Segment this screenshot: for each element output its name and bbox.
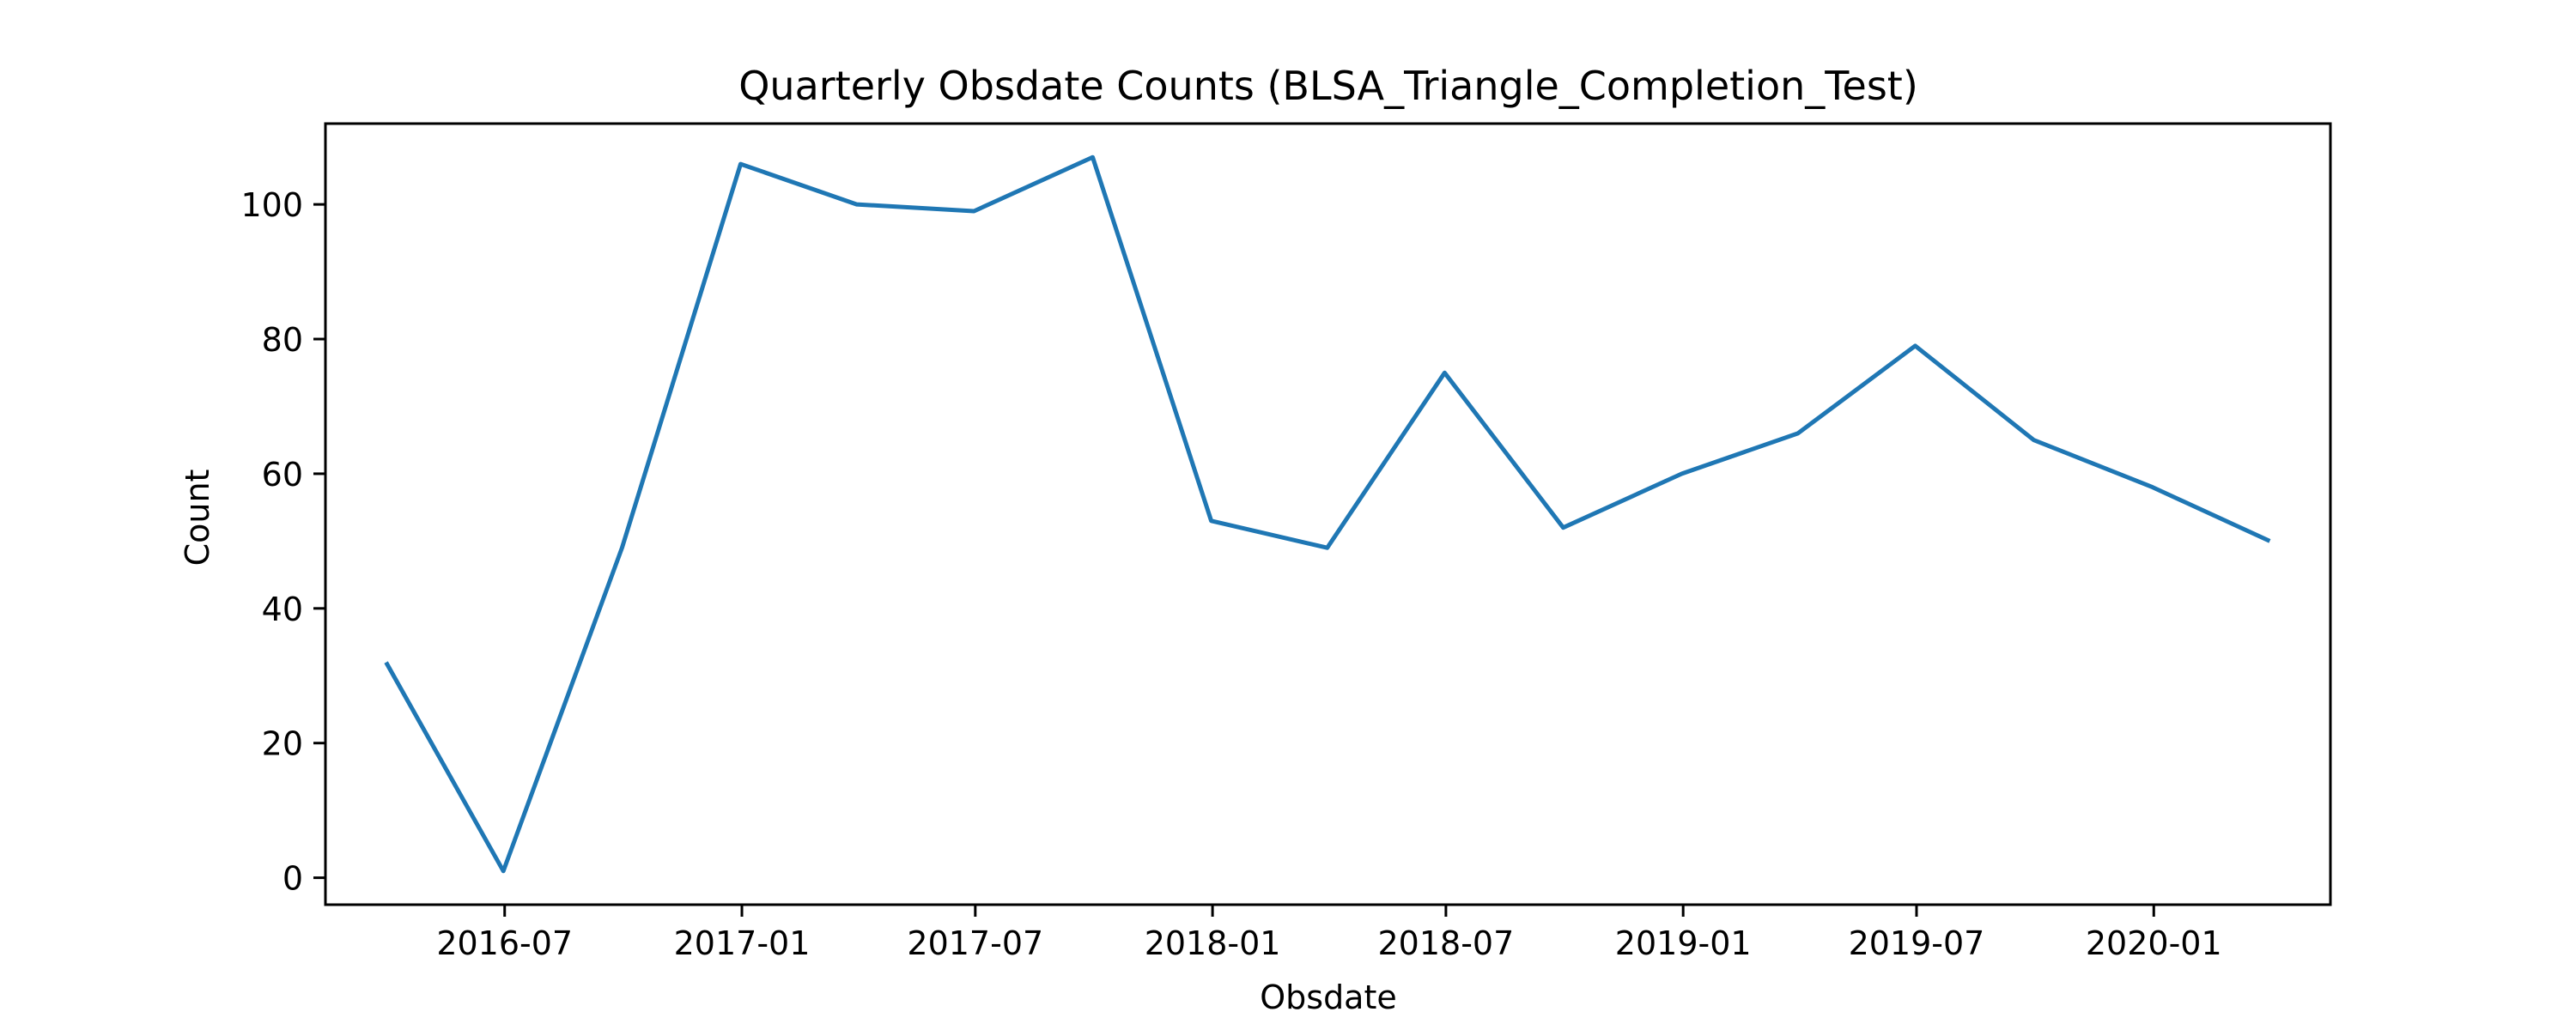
series-line [384, 154, 2271, 874]
series-point [854, 202, 860, 207]
x-tick-label: 2017-01 [674, 924, 811, 962]
x-tick-label: 2016-07 [436, 924, 573, 962]
series-point [2267, 538, 2272, 543]
y-tick-label: 80 [262, 321, 303, 359]
x-tick-label: 2019-07 [1849, 924, 1985, 962]
series-point [971, 209, 976, 214]
series-point [384, 660, 389, 665]
series-point [1561, 525, 1566, 530]
y-tick-label: 60 [262, 456, 303, 494]
series-point [1209, 518, 1214, 524]
y-tick-label: 100 [240, 186, 303, 224]
x-tick-label: 2020-01 [2086, 924, 2222, 962]
series-point [1680, 471, 1685, 476]
x-axis: 2016-07 2017-01 2017-07 2018-01 2018-07 2019-… [436, 905, 2222, 962]
series-point [1795, 431, 1801, 436]
series-point [1090, 154, 1095, 160]
series-point [619, 545, 624, 550]
y-tick-label: 40 [262, 591, 303, 628]
chart-title: Quarterly Obsdate Counts (BLSA_Triangle_… [738, 63, 1918, 109]
y-axis-label: Count [179, 470, 216, 566]
x-tick-label: 2017-07 [907, 924, 1043, 962]
x-tick-label: 2019-01 [1615, 924, 1752, 962]
series-point [2032, 438, 2037, 443]
series-point [501, 869, 506, 874]
y-tick-label: 0 [283, 860, 303, 898]
y-tick-label: 20 [262, 725, 303, 763]
y-axis: 0 20 40 60 80 100 [240, 186, 325, 898]
plot-frame [324, 122, 2332, 906]
series-point [1912, 343, 1917, 348]
x-tick-label: 2018-01 [1145, 924, 1281, 962]
series-point [738, 161, 744, 167]
series-point [1325, 545, 1330, 550]
x-tick-label: 2018-07 [1378, 924, 1515, 962]
series-point [1442, 370, 1447, 375]
series-point [2150, 485, 2155, 490]
x-axis-label: Obsdate [1260, 978, 1397, 1016]
